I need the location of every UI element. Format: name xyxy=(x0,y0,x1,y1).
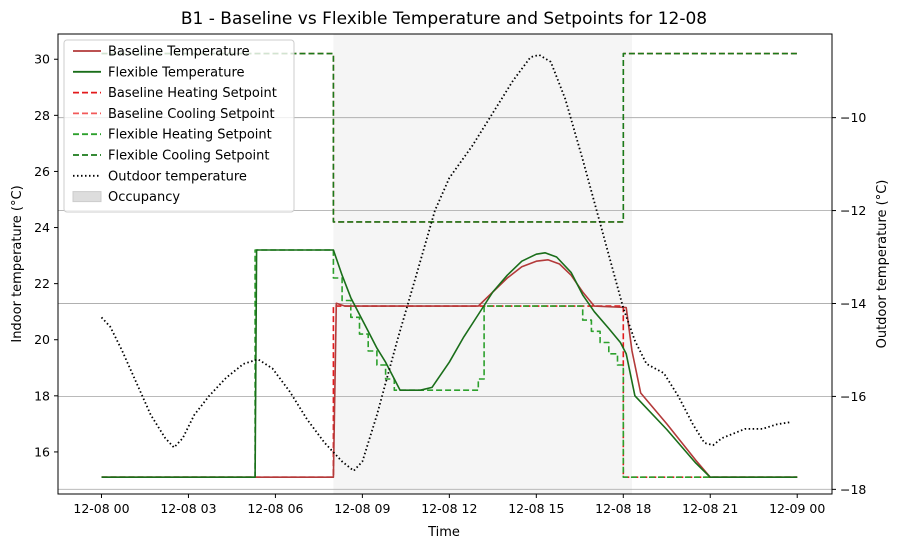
x-tick-label-5: 12-08 15 xyxy=(508,501,564,516)
series-line-6 xyxy=(100,54,792,472)
y-right-tick-label-1: −16 xyxy=(840,389,866,404)
legend-label-4: Flexible Heating Setpoint xyxy=(108,128,272,143)
plot-frame xyxy=(57,33,833,495)
chart-title: B1 - Baseline vs Flexible Temperature an… xyxy=(181,9,707,29)
series-lines xyxy=(100,52,798,479)
series-line-3 xyxy=(101,52,798,223)
y-left-tick-label-6: 28 xyxy=(34,108,50,123)
series-line-5 xyxy=(101,249,798,479)
x-tick-label-4: 12-08 12 xyxy=(421,501,477,516)
legend-label-6: Outdoor temperature xyxy=(108,169,247,184)
y-axis-right: −18 −16 −14 −12 −10 xyxy=(832,110,866,497)
frame-rect xyxy=(57,33,833,495)
y-left-tick-label-7: 30 xyxy=(34,52,50,67)
legend-label-7: Occupancy xyxy=(108,190,180,205)
legend: Baseline Temperature Flexible Temperature… xyxy=(63,39,295,213)
y-axis-left: 16 18 20 22 24 26 28 30 xyxy=(34,52,58,459)
legend-label-5: Flexible Cooling Setpoint xyxy=(108,149,270,164)
legend-box xyxy=(63,39,295,213)
y-left-tick-label-5: 26 xyxy=(34,164,50,179)
y-right-tick-label-0: −18 xyxy=(840,482,866,497)
x-tick-label-3: 12-08 09 xyxy=(334,501,390,516)
x-tick-label-1: 12-08 03 xyxy=(160,501,216,516)
x-tick-label-6: 12-08 18 xyxy=(595,501,651,516)
occupancy-band xyxy=(333,34,632,494)
legend-label-3: Baseline Cooling Setpoint xyxy=(108,107,275,122)
x-tick-label-7: 12-08 21 xyxy=(682,501,738,516)
series-line-2 xyxy=(101,249,798,479)
y-right-tick-label-3: −12 xyxy=(840,203,866,218)
y-left-tick-label-0: 16 xyxy=(34,444,50,459)
legend-label-1: Flexible Temperature xyxy=(108,65,245,80)
y-left-tick-label-1: 18 xyxy=(34,388,50,403)
y-axis-left-label: Indoor temperature (°C) xyxy=(10,185,25,342)
y-right-tick-label-2: −14 xyxy=(840,296,866,311)
x-tick-label-0: 12-08 00 xyxy=(73,501,129,516)
plot-area xyxy=(333,34,632,494)
legend-label-2: Baseline Heating Setpoint xyxy=(108,86,277,101)
y-left-tick-label-4: 24 xyxy=(34,220,50,235)
legend-swatch-7 xyxy=(72,191,102,203)
y-left-tick-label-2: 20 xyxy=(34,332,50,347)
x-tick-label-2: 12-08 06 xyxy=(247,501,303,516)
y-axis-right-label: Outdoor temperature (°C) xyxy=(875,180,890,349)
y-left-tick-label-3: 22 xyxy=(34,276,50,291)
y-right-tick-label-4: −10 xyxy=(840,110,866,125)
legend-label-0: Baseline Temperature xyxy=(108,45,250,60)
series-line-4 xyxy=(101,258,798,479)
x-axis: 12-08 00 12-08 03 12-08 06 12-08 09 12-08 12… xyxy=(73,494,825,516)
x-axis-label: Time xyxy=(427,525,460,540)
x-tick-label-8: 12-09 00 xyxy=(769,501,825,516)
